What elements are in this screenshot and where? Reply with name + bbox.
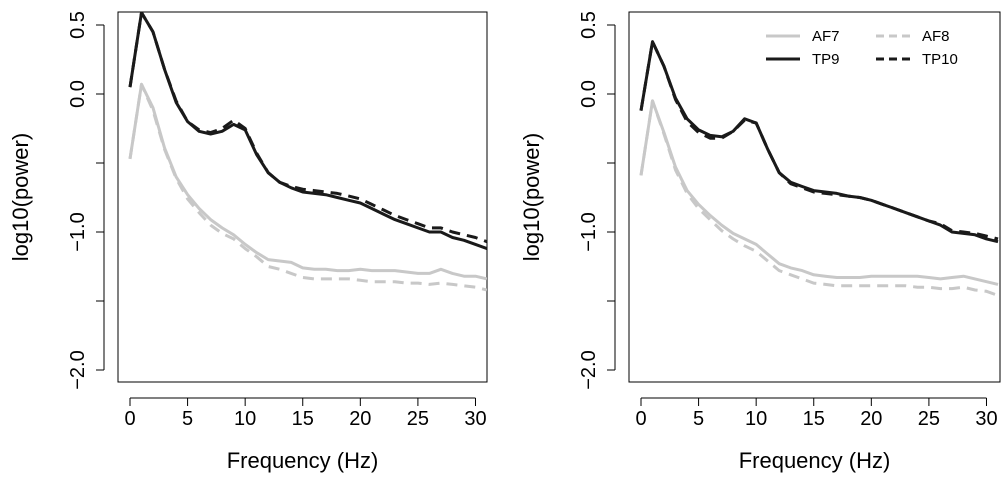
y-axis-title: log10(power) [8, 133, 33, 261]
y-tick-label: 0.0 [67, 80, 89, 108]
plot-frame [117, 11, 488, 383]
legend-label-af8: AF8 [922, 28, 950, 45]
x-tick-label: 0 [635, 408, 646, 430]
series-line-af8 [128, 82, 487, 292]
x-tick-label: 10 [745, 408, 767, 430]
y-tick-label: −1.0 [578, 212, 600, 251]
series-line-af7 [639, 99, 999, 286]
y-tick-label: −2.0 [578, 350, 600, 389]
x-tick-label: 30 [975, 408, 997, 430]
x-tick-label: 5 [693, 408, 704, 430]
left-panel: 0 5 10 15 20 25 30 −2.0 −1.0 0.0 0.5 Frequency (Hz)… [8, 11, 488, 473]
legend-label-tp10: TP10 [922, 51, 958, 68]
right-panel: 0 5 10 15 20 25 30 −2.0 −1.0 0.0 0.5 Frequency (Hz)… [519, 11, 1001, 473]
series-line-tp9 [128, 12, 487, 251]
plot-frame [628, 11, 1001, 383]
x-tick-label: 20 [860, 408, 882, 430]
x-tick-label: 0 [124, 408, 135, 430]
x-tick-label: 15 [803, 408, 825, 430]
y-axis-title: log10(power) [519, 133, 544, 261]
x-tick-label: 30 [464, 408, 486, 430]
series-line-af7 [128, 82, 487, 281]
series-line-af8 [639, 99, 999, 297]
x-tick-label: 25 [918, 408, 940, 430]
x-tick-label: 25 [407, 408, 429, 430]
x-axis-title: Frequency (Hz) [227, 448, 379, 473]
x-axis-title: Frequency (Hz) [739, 448, 891, 473]
x-tick-label: 20 [349, 408, 371, 430]
series-line-tp9 [639, 40, 999, 244]
y-tick-label: 0.5 [578, 11, 600, 39]
x-tick-label: 15 [292, 408, 314, 430]
legend-label-af7: AF7 [812, 28, 840, 45]
y-tick-label: −1.0 [67, 212, 89, 251]
x-tick-label: 5 [182, 408, 193, 430]
y-tick-label: −2.0 [67, 350, 89, 389]
x-tick-label: 10 [234, 408, 256, 430]
y-tick-label: 0.5 [67, 11, 89, 39]
legend: AF7 AF8 TP9 TP10 [766, 28, 958, 68]
legend-label-tp9: TP9 [812, 51, 840, 68]
series-line-tp10 [128, 12, 487, 244]
series-line-tp10 [639, 40, 999, 241]
y-tick-label: 0.0 [578, 80, 600, 108]
